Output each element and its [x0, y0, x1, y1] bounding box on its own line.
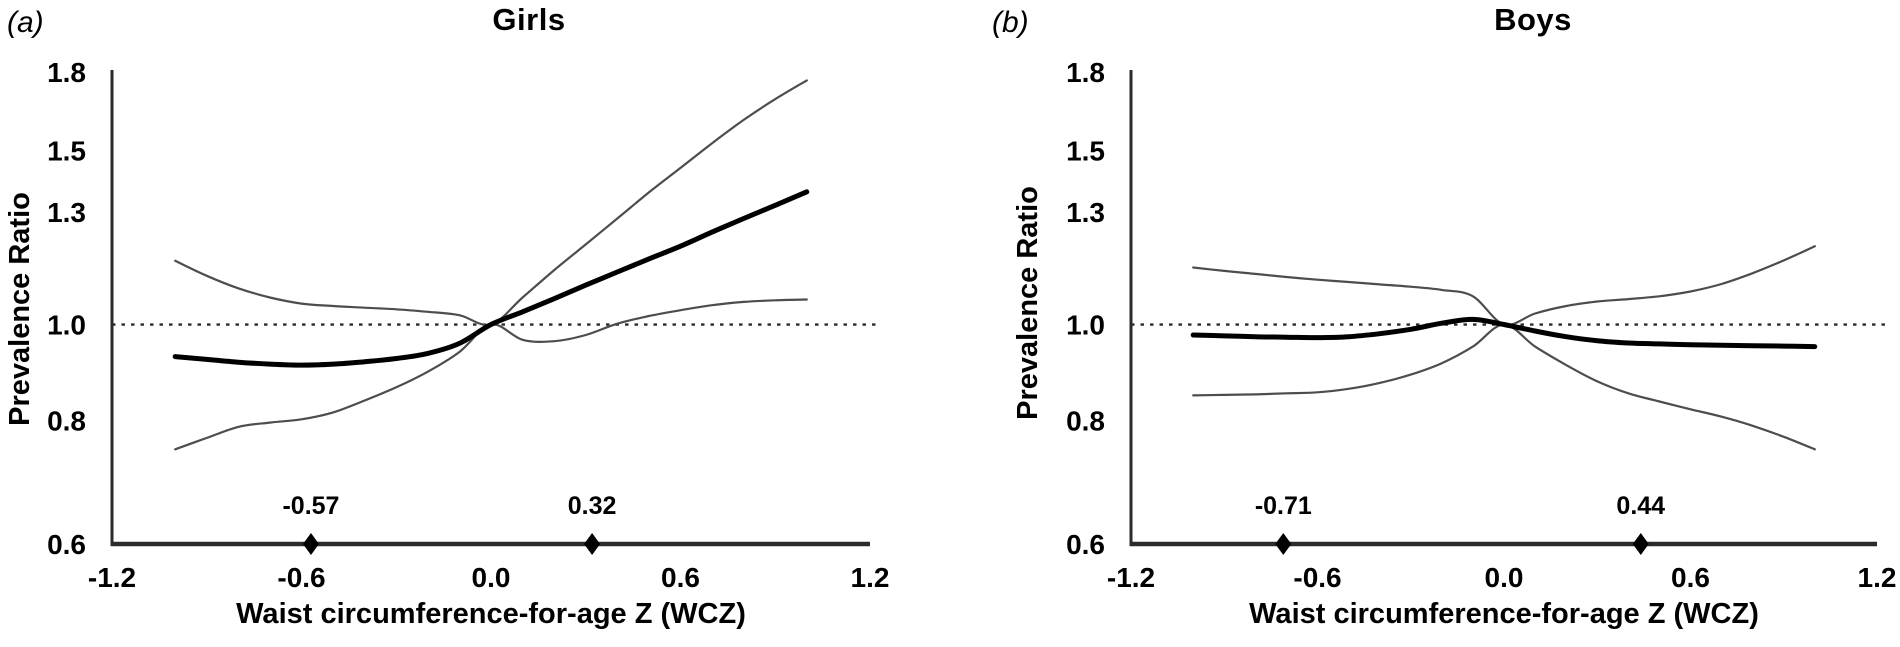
panel-b-knot-label: -0.71	[1255, 492, 1312, 520]
panel-a-knot-diamond	[584, 533, 601, 555]
panel-b-x-tick-label: -1.2	[1107, 562, 1155, 593]
panel-a-knot-label: -0.57	[282, 492, 339, 520]
panel-a-x-tick-label: 0.0	[472, 562, 511, 593]
panel-b-upper-95ci-curve	[1192, 245, 1816, 327]
panel-b-y-tick-label: 1.8	[1066, 57, 1105, 88]
panel-b-index-label: (b)	[992, 6, 1029, 39]
panel-a-y-tick-label: 1.8	[47, 57, 86, 88]
panel-b-knot-label: 0.44	[1616, 492, 1665, 520]
panel-b-y-axis-title: Prevalence Ratio	[1012, 186, 1044, 420]
panel-b-knot-diamond	[1275, 533, 1292, 555]
panel-a-x-tick-label: -0.6	[277, 562, 325, 593]
panel-b-y-tick-label: 1.5	[1066, 135, 1105, 166]
panel-a-knot-diamond	[302, 533, 319, 555]
panel-b-x-tick-label: 1.2	[1858, 562, 1897, 593]
panel-b-y-tick-label: 1.3	[1066, 197, 1105, 228]
panel-a-y-tick-label: 1.5	[47, 135, 86, 166]
panel-b-title: Boys	[1494, 2, 1572, 37]
panel-a-y-tick-label: 1.0	[47, 310, 86, 341]
panel-a-title: Girls	[492, 2, 566, 37]
panel-a-x-tick-label: 1.2	[851, 562, 890, 593]
panel-b-x-axis-title: Waist circumference-for-age Z (WCZ)	[1249, 598, 1759, 630]
panel-a-index-label: (a)	[7, 6, 44, 39]
panel-b-estimate-curve	[1190, 316, 1818, 350]
panel-b-x-tick-label: 0.0	[1485, 562, 1524, 593]
panel-b-knot-diamond	[1632, 533, 1649, 555]
panel-b-x-tick-label: 0.6	[1671, 562, 1710, 593]
panel-a-y-tick-label: 1.3	[47, 197, 86, 228]
panel-a-y-tick-label: 0.6	[47, 529, 86, 560]
panel-b-x-tick-label: -0.6	[1293, 562, 1341, 593]
panel-a-y-tick-label: 0.8	[47, 405, 86, 436]
panel-a-x-axis-title: Waist circumference-for-age Z (WCZ)	[236, 598, 746, 630]
panel-a-y-axis-title: Prevalence Ratio	[4, 192, 36, 426]
panel-b-y-tick-label: 0.6	[1066, 529, 1105, 560]
panel-a-knot-label: 0.32	[568, 492, 617, 520]
panel-b-y-tick-label: 1.0	[1066, 310, 1105, 341]
panel-a-upper-95ci-curve	[174, 79, 808, 327]
panel-a-estimate-curve	[172, 189, 810, 368]
panel-a-x-tick-label: 0.6	[661, 562, 700, 593]
panel-b-y-tick-label: 0.8	[1066, 405, 1105, 436]
panel-a-x-tick-label: -1.2	[88, 562, 136, 593]
